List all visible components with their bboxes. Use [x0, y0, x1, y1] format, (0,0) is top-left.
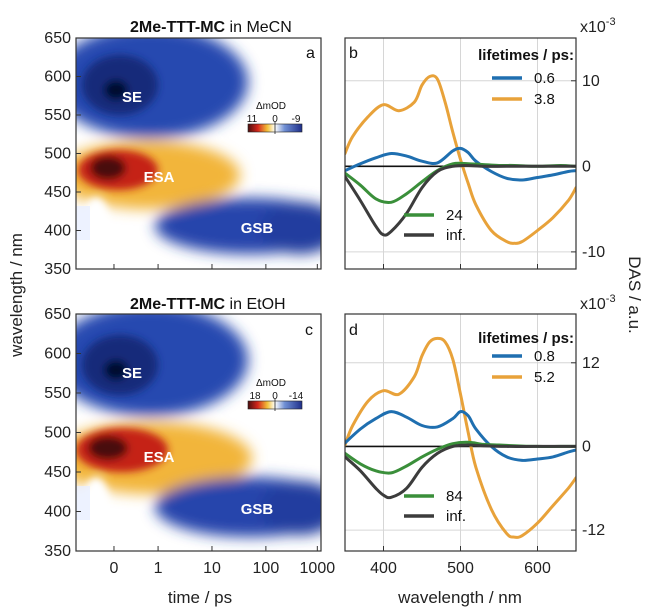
panel-a: 350 400 450 500 550 600 650 2Me-TTT-MC in MeCN… — [44, 19, 322, 278]
colorbar-c: ΔmOD 18 0 -14 — [247, 378, 304, 411]
region-se-c: SE — [122, 365, 142, 382]
panel-label-b: b — [349, 45, 358, 62]
scale-d: x10-3 — [580, 293, 616, 313]
colorbar-min-c: -14 — [289, 391, 304, 402]
xtick-label: 1000 — [300, 560, 336, 577]
series-line-blue — [345, 146, 576, 182]
legend-label: 84 — [446, 488, 463, 505]
colorbar-max-a: 11 — [247, 114, 258, 125]
xtick-label: 1 — [154, 560, 163, 577]
ticks-a: 350 400 450 500 550 600 650 — [44, 30, 318, 278]
ytick-label: 10 — [582, 73, 600, 90]
legend-label: inf. — [446, 227, 466, 244]
ytick-label: 12 — [582, 355, 600, 372]
heatmap-a — [76, 38, 321, 269]
colorbar-mid-a: 0 — [272, 114, 278, 125]
panel-c: 350 400 450 500 550 600 650 0 1 10 100 1000 2Me-TTT… — [44, 296, 335, 577]
ytick-label: 350 — [44, 543, 71, 560]
ticks-c: 350 400 450 500 550 600 650 0 1 10 100 1000 — [44, 306, 335, 577]
region-gsb-c: GSB — [241, 501, 274, 518]
ytick-label: 450 — [44, 464, 71, 481]
legend-label: 3.8 — [534, 91, 555, 108]
ytick-label: 500 — [44, 146, 71, 163]
legend-b: 0.6 3.8 24 inf. — [404, 70, 555, 244]
ytick-label: 650 — [44, 30, 71, 47]
ytick-label: 350 — [44, 261, 71, 278]
legend-title-b: lifetimes / ps: — [478, 47, 574, 64]
ylabel-right: DAS / a.u. — [625, 256, 644, 333]
ticks-b: -10 0 10 — [383, 73, 605, 269]
legend-label: inf. — [446, 508, 466, 525]
panel-b: -10 0 10 b x10-3 lifetimes / ps: 0.6 3.8 24 i… — [344, 16, 616, 270]
title-a: 2Me-TTT-MC in MeCN — [130, 19, 292, 36]
panel-label-d: d — [349, 322, 358, 339]
series-line-orange — [345, 74, 576, 245]
series-b — [345, 74, 576, 245]
xtick-label: 100 — [253, 560, 280, 577]
legend-label: 5.2 — [534, 369, 555, 386]
panel-label-c: c — [305, 322, 313, 339]
series-line-blue — [345, 410, 576, 462]
legend-title-d: lifetimes / ps: — [478, 330, 574, 347]
ytick-label: 500 — [44, 425, 71, 442]
legend-label: 0.8 — [534, 348, 555, 365]
ylabel-left: wavelength / nm — [7, 233, 26, 358]
ytick-label: 0 — [582, 158, 591, 175]
ytick-label: 600 — [44, 69, 71, 86]
legend-label: 24 — [446, 207, 463, 224]
colorbar-max-c: 18 — [249, 391, 261, 402]
legend-d: 0.8 5.2 84 inf. — [404, 348, 555, 525]
xlabel-right: wavelength / nm — [397, 588, 522, 607]
ytick-label: 400 — [44, 223, 71, 240]
title-c: 2Me-TTT-MC in EtOH — [130, 296, 286, 313]
xlabel-left: time / ps — [168, 588, 232, 607]
colorbar-title-c: ΔmOD — [256, 378, 286, 389]
ytick-label: 450 — [44, 184, 71, 201]
xtick-label: 500 — [447, 560, 474, 577]
series-line-dark — [345, 443, 576, 500]
ytick-label: 550 — [44, 107, 71, 124]
scale-b: x10-3 — [580, 16, 616, 36]
ticks-d: -12 0 12 400 500 600 — [370, 355, 605, 577]
ytick-label: -12 — [582, 522, 605, 539]
series-line-orange — [345, 336, 576, 539]
series-d — [345, 336, 576, 539]
region-gsb-a: GSB — [241, 220, 274, 237]
xtick-label: 0 — [110, 560, 119, 577]
heatmap-c — [76, 314, 321, 551]
ytick-label: 650 — [44, 306, 71, 323]
xtick-label: 400 — [370, 560, 397, 577]
region-esa-c: ESA — [144, 449, 175, 466]
colorbar-mid-c: 0 — [272, 391, 278, 402]
colorbar-a: ΔmOD 11 0 -9 — [247, 101, 303, 134]
xtick-label: 10 — [203, 560, 221, 577]
ytick-label: -10 — [582, 244, 605, 261]
colorbar-title-a: ΔmOD — [256, 101, 286, 112]
ytick-label: 0 — [582, 438, 591, 455]
region-se-a: SE — [122, 89, 142, 106]
legend-label: 0.6 — [534, 70, 555, 87]
panel-label-a: a — [306, 45, 315, 62]
ytick-label: 400 — [44, 504, 71, 521]
region-esa-a: ESA — [144, 169, 175, 186]
ytick-label: 550 — [44, 385, 71, 402]
xtick-label: 600 — [524, 560, 551, 577]
colorbar-min-a: -9 — [292, 114, 301, 125]
ytick-label: 600 — [44, 346, 71, 363]
series-line-dark — [345, 163, 576, 237]
